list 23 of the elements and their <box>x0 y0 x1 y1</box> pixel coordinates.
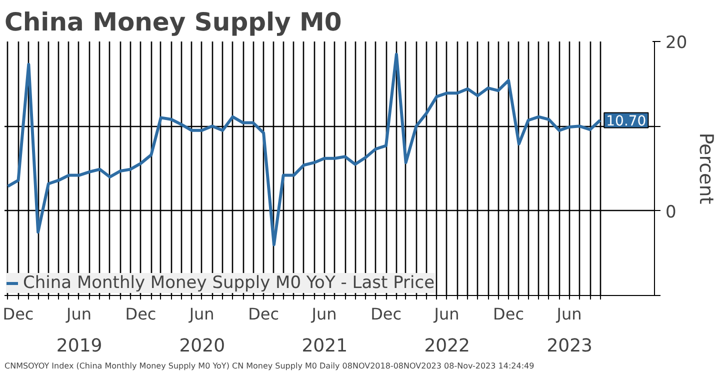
x-tick-label: Dec <box>2 304 34 324</box>
x2-tick-label: 2022 <box>424 336 470 356</box>
x2-tick-label: 2020 <box>179 336 226 356</box>
x-tick-label: Dec <box>248 304 280 324</box>
annotation: 10.70 <box>606 114 646 130</box>
x-tick-label: Jun <box>556 304 582 324</box>
x-tick-label: Jun <box>188 304 214 324</box>
x2-tick-label: 2021 <box>302 336 348 356</box>
x2-tick-label: 2023 <box>546 336 593 356</box>
chart-title: China Money Supply M0 <box>4 8 342 36</box>
x-tick-label: Dec <box>370 304 402 324</box>
x-tick-label: Jun <box>433 304 460 324</box>
x-tick-label: Dec <box>125 304 156 324</box>
x-tick-label: Jun <box>65 304 92 324</box>
legend-label: China Monthly Money Supply M0 YoY - Last Price <box>23 273 435 293</box>
line-series <box>6 52 602 246</box>
y-tick-label: 20 <box>666 33 688 53</box>
x2-tick-label: 2019 <box>56 336 102 356</box>
y-tick-label: 0 <box>666 202 676 222</box>
x-tick-label: Dec <box>493 304 524 324</box>
y-axis-title: Percent <box>695 132 718 204</box>
x-tick-label: Jun <box>310 304 337 324</box>
text: CNMSOYOY Index (China Monthly Money Supply M0 YoY) CN Money Supply M0 Daily 08NOV2018-08NOV2023 08-Nov-2023 14:24:49 <box>4 362 534 370</box>
